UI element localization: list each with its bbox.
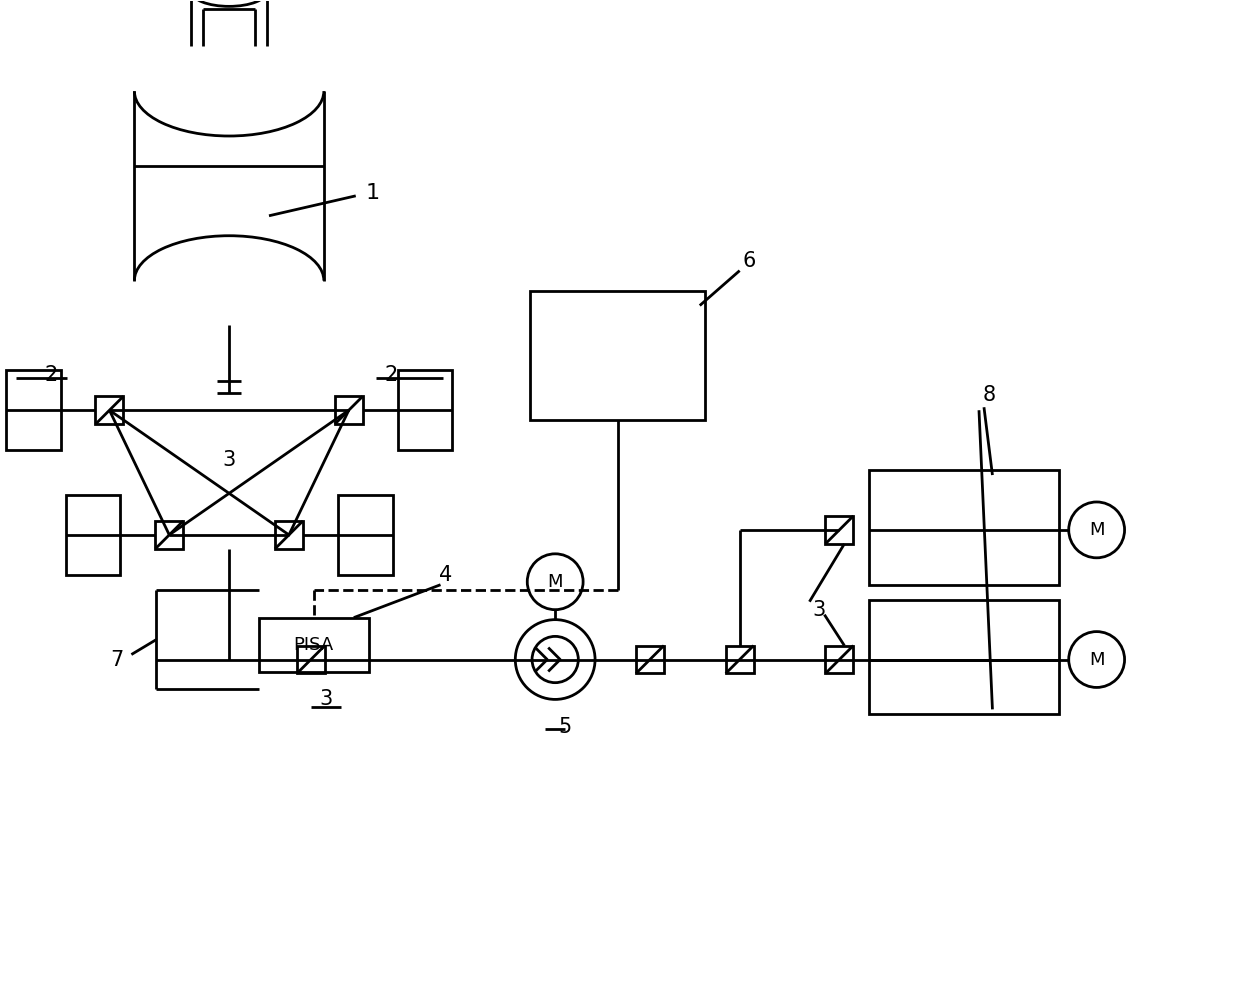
Bar xyxy=(531,291,704,420)
Text: 3: 3 xyxy=(319,689,332,709)
Bar xyxy=(725,645,754,674)
Bar xyxy=(869,600,1059,714)
Text: 4: 4 xyxy=(439,565,453,584)
Text: 5: 5 xyxy=(558,717,572,737)
Bar xyxy=(869,470,1059,584)
Text: 3: 3 xyxy=(812,600,826,620)
Bar xyxy=(335,397,363,424)
Bar xyxy=(398,370,453,450)
Text: M: M xyxy=(547,573,563,591)
Bar xyxy=(66,495,120,574)
Bar xyxy=(337,495,393,574)
Bar xyxy=(259,618,368,673)
Text: M: M xyxy=(1089,650,1105,669)
Text: 1: 1 xyxy=(366,183,379,203)
Text: 2: 2 xyxy=(45,365,58,385)
Text: 3: 3 xyxy=(222,450,236,470)
Text: 8: 8 xyxy=(982,385,996,406)
Bar xyxy=(826,516,853,544)
Bar xyxy=(155,520,184,549)
Text: 2: 2 xyxy=(384,365,397,385)
Bar xyxy=(296,645,325,674)
Bar xyxy=(826,645,853,674)
Bar xyxy=(636,645,663,674)
Text: 7: 7 xyxy=(110,649,123,670)
Bar xyxy=(95,397,124,424)
Bar xyxy=(275,520,303,549)
Text: PISA: PISA xyxy=(294,636,334,654)
Text: M: M xyxy=(1089,520,1105,539)
Text: 6: 6 xyxy=(743,250,756,271)
Bar xyxy=(6,370,61,450)
